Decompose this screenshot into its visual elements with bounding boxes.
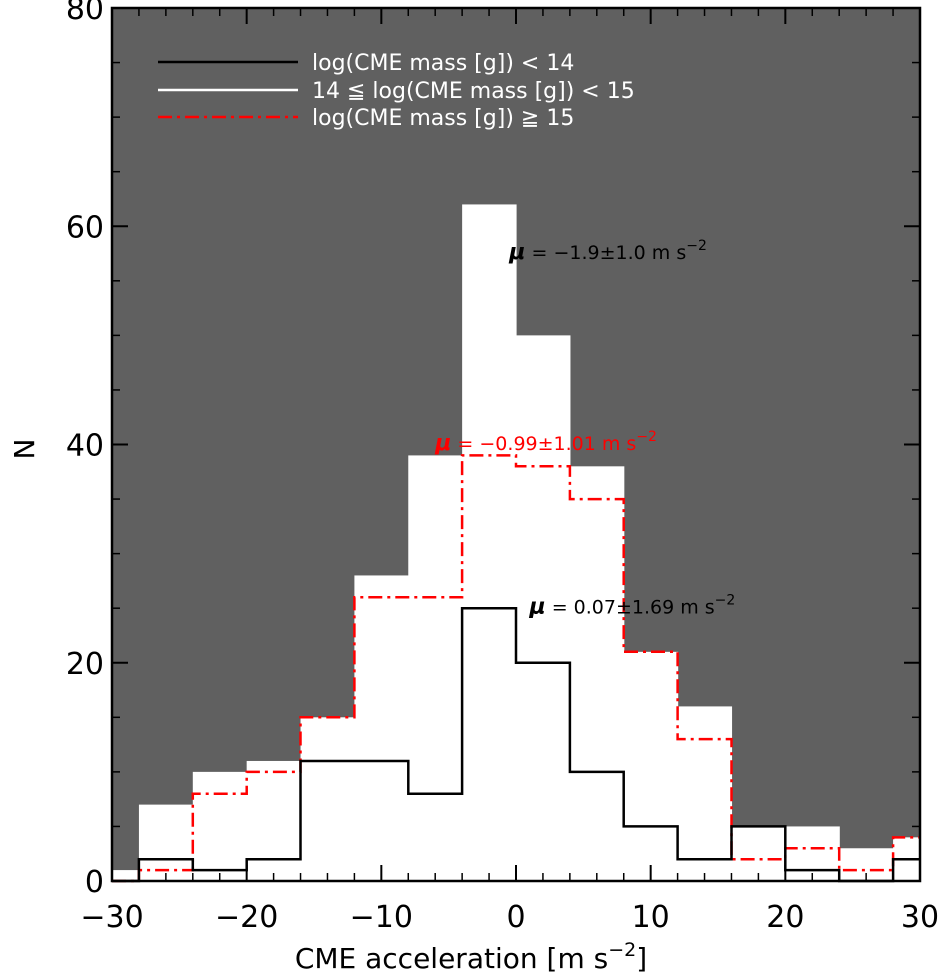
y-tick-label: 20 (66, 647, 104, 682)
x-tick-label: −30 (80, 900, 143, 935)
white-bar (408, 455, 463, 881)
white-bar (623, 651, 679, 881)
white-bar (677, 706, 733, 881)
legend-label: log(CME mass [g]) ≧ 15 (312, 106, 574, 131)
y-axis-label: N (8, 439, 41, 460)
mean-annotation: μ = −0.99±1.01 m s−2 (434, 429, 657, 456)
white-bar (112, 870, 140, 881)
x-axis-label: CME acceleration [m s−2] (295, 939, 647, 975)
legend-label: 14 ≦ log(CME mass [g]) < 15 (312, 79, 635, 104)
white-histogram (112, 204, 921, 882)
x-tick-label: 10 (632, 900, 670, 935)
white-bar (785, 826, 840, 881)
white-bar (246, 760, 302, 881)
white-bar (569, 466, 625, 881)
white-bar (138, 804, 194, 881)
x-tick-label: 30 (901, 900, 939, 935)
axis-ticks: −30 −20 −10 0 10 20 30 0 20 40 60 80 (66, 0, 939, 935)
white-bar (462, 204, 517, 882)
x-tick-label: −20 (215, 900, 278, 935)
mean-annotation: μ = 0.07±1.69 m s−2 (528, 593, 735, 620)
y-tick-label: 0 (85, 865, 104, 900)
y-tick-label: 80 (66, 0, 104, 27)
y-tick-label: 40 (66, 429, 104, 464)
x-tick-label: 0 (506, 900, 525, 935)
x-tick-label: −10 (350, 900, 413, 935)
white-bar (731, 826, 786, 881)
y-tick-label: 60 (66, 210, 104, 245)
mean-annotation: μ = −1.9±1.0 m s−2 (508, 238, 707, 265)
legend: log(CME mass [g]) < 14 14 ≦ log(CME mass … (158, 51, 635, 131)
white-bar (354, 575, 409, 881)
white-bar (300, 717, 355, 881)
legend-label: log(CME mass [g]) < 14 (312, 51, 574, 76)
annotations: μ = −1.9±1.0 m s−2 μ = −0.99±1.01 m s−2 μ … (434, 238, 735, 620)
white-bar (516, 335, 571, 881)
white-bar (192, 771, 248, 881)
x-tick-label: 20 (766, 900, 804, 935)
